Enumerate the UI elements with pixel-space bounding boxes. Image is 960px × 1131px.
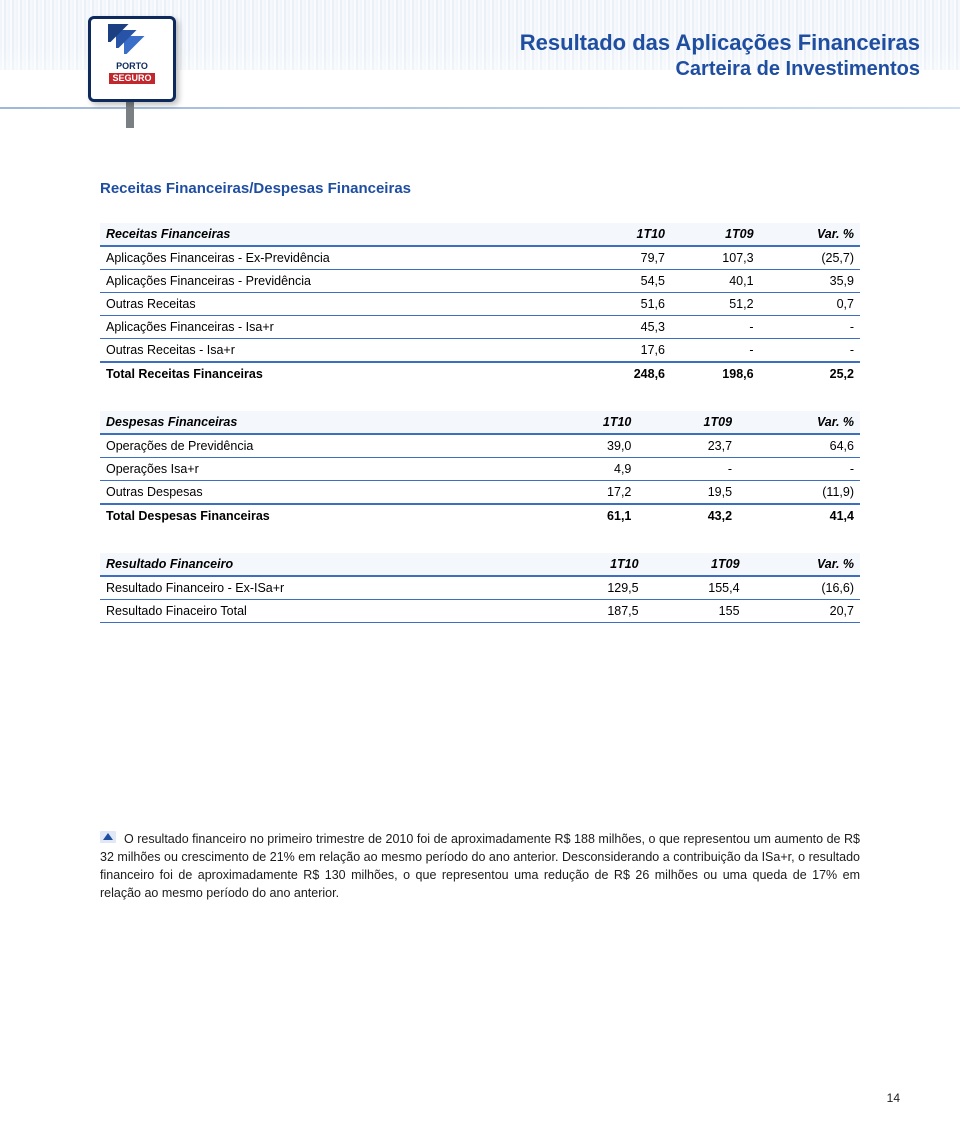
table-row: Aplicações Financeiras - Isa+r45,3--	[100, 316, 860, 339]
table-row: Resultado Financeiro - Ex-ISa+r129,5155,…	[100, 576, 860, 600]
table-receitas: Receitas Financeiras 1T10 1T09 Var. % Ap…	[100, 223, 860, 385]
bullet-chart-icon	[100, 831, 116, 843]
logo-text-line2: SEGURO	[109, 73, 154, 84]
logo-text-line1: PORTO	[116, 62, 148, 71]
col-header: Receitas Financeiras	[100, 223, 582, 246]
col-header: Resultado Financeiro	[100, 553, 544, 576]
col-header: 1T09	[637, 411, 738, 434]
table-row: Aplicações Financeiras - Previdência54,5…	[100, 270, 860, 293]
table-row-total: Total Receitas Financeiras248,6198,625,2	[100, 362, 860, 385]
table-despesas: Despesas Financeiras 1T10 1T09 Var. % Op…	[100, 411, 860, 527]
page-title-line2: Carteira de Investimentos	[300, 58, 920, 81]
page-title: Resultado das Aplicações Financeiras Car…	[300, 30, 920, 81]
col-header: Var. %	[760, 223, 860, 246]
logo-sails-icon	[108, 24, 156, 60]
brand-logo: PORTO SEGURO	[70, 8, 190, 118]
col-header: 1T10	[544, 553, 645, 576]
col-header: 1T10	[537, 411, 638, 434]
section-heading: Receitas Financeiras/Despesas Financeira…	[100, 180, 860, 197]
body-paragraph: O resultado financeiro no primeiro trime…	[100, 830, 860, 903]
table-row: Operações de Previdência39,023,764,6	[100, 434, 860, 458]
col-header: Var. %	[746, 553, 860, 576]
table-row: Outras Despesas17,219,5(11,9)	[100, 481, 860, 505]
table-row: Aplicações Financeiras - Ex-Previdência7…	[100, 246, 860, 270]
col-header: 1T10	[582, 223, 671, 246]
table-row: Operações Isa+r4,9--	[100, 458, 860, 481]
paragraph-text: O resultado financeiro no primeiro trime…	[100, 832, 860, 900]
page-number: 14	[887, 1091, 900, 1105]
col-header: Despesas Financeiras	[100, 411, 537, 434]
table-row: Outras Receitas51,651,20,7	[100, 293, 860, 316]
table-row: Resultado Finaceiro Total187,515520,7	[100, 600, 860, 623]
page-title-line1: Resultado das Aplicações Financeiras	[300, 30, 920, 56]
col-header: 1T09	[671, 223, 760, 246]
col-header: Var. %	[738, 411, 860, 434]
table-row: Outras Receitas - Isa+r17,6--	[100, 339, 860, 363]
table-resultado: Resultado Financeiro 1T10 1T09 Var. % Re…	[100, 553, 860, 623]
content-area: Receitas Financeiras/Despesas Financeira…	[100, 180, 860, 649]
col-header: 1T09	[645, 553, 746, 576]
table-row-total: Total Despesas Financeiras61,143,241,4	[100, 504, 860, 527]
